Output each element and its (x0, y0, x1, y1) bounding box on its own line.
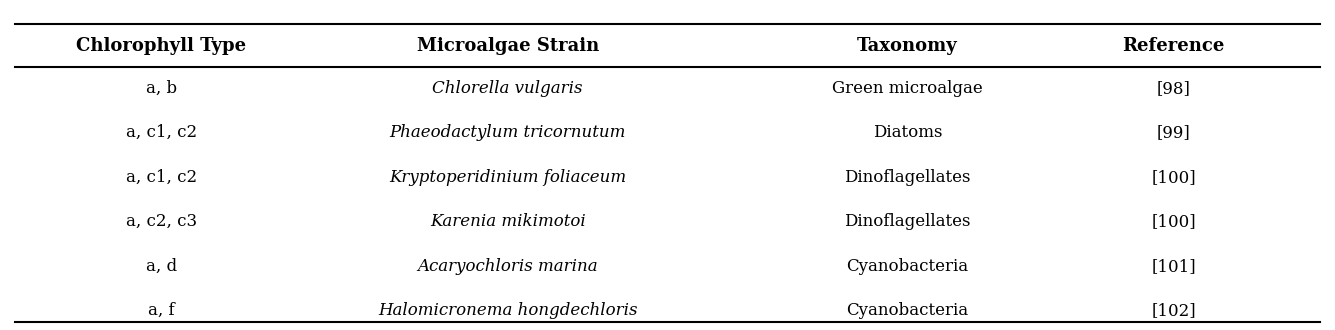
Text: a, c1, c2: a, c1, c2 (125, 124, 196, 141)
Text: Dinoflagellates: Dinoflagellates (844, 213, 971, 230)
Text: Reference: Reference (1123, 37, 1226, 54)
Text: [98]: [98] (1157, 80, 1191, 97)
Text: [101]: [101] (1151, 258, 1196, 275)
Text: Acaryochloris marina: Acaryochloris marina (418, 258, 598, 275)
Text: Chlorophyll Type: Chlorophyll Type (76, 37, 247, 54)
Text: a, f: a, f (148, 302, 175, 319)
Text: [100]: [100] (1151, 213, 1196, 230)
Text: Kryptoperidinium foliaceum: Kryptoperidinium foliaceum (388, 169, 626, 185)
Text: Diatoms: Diatoms (873, 124, 943, 141)
Text: Cyanobacteria: Cyanobacteria (846, 302, 968, 319)
Text: a, c1, c2: a, c1, c2 (125, 169, 196, 185)
Text: a, d: a, d (146, 258, 176, 275)
Text: [99]: [99] (1157, 124, 1191, 141)
Text: [100]: [100] (1151, 169, 1196, 185)
Text: Halomicronema hongdechloris: Halomicronema hongdechloris (378, 302, 637, 319)
Text: Green microalgae: Green microalgae (832, 80, 983, 97)
Text: [102]: [102] (1151, 302, 1196, 319)
Text: a, b: a, b (146, 80, 176, 97)
Text: Microalgae Strain: Microalgae Strain (417, 37, 599, 54)
Text: Dinoflagellates: Dinoflagellates (844, 169, 971, 185)
Text: Chlorella vulgaris: Chlorella vulgaris (433, 80, 583, 97)
Text: Taxonomy: Taxonomy (857, 37, 957, 54)
Text: Cyanobacteria: Cyanobacteria (846, 258, 968, 275)
Text: a, c2, c3: a, c2, c3 (125, 213, 196, 230)
Text: Karenia mikimotoi: Karenia mikimotoi (430, 213, 586, 230)
Text: Phaeodactylum tricornutum: Phaeodactylum tricornutum (390, 124, 626, 141)
